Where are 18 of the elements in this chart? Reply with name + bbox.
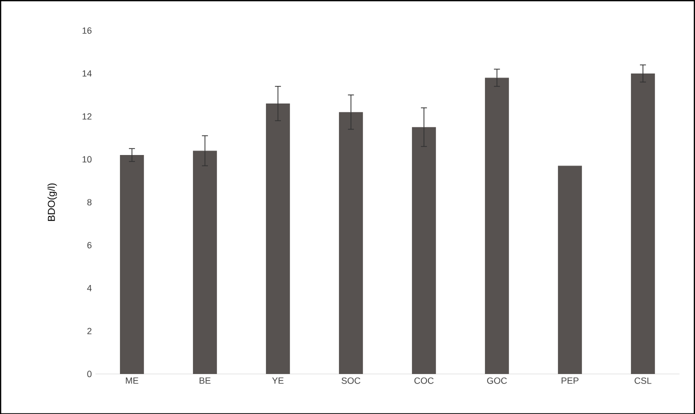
y-tick-label: 0 bbox=[87, 370, 92, 377]
y-tick-label: 12 bbox=[82, 113, 92, 120]
y-tick-label: 2 bbox=[87, 328, 92, 334]
x-tick-label: ME bbox=[126, 377, 138, 384]
y-axis-title: BDO(g/l) bbox=[48, 183, 57, 221]
x-tick-label: GOC bbox=[487, 377, 507, 384]
x-tick-label: YE bbox=[272, 377, 284, 384]
x-tick-label: PEP bbox=[562, 377, 578, 384]
y-tick-label: 8 bbox=[87, 198, 92, 206]
y-tick-label: 10 bbox=[82, 156, 92, 162]
x-tick-label: COC bbox=[414, 377, 434, 384]
x-tick-label: BE bbox=[200, 377, 211, 384]
y-tick-label: 4 bbox=[87, 284, 92, 291]
y-tick-label: 16 bbox=[82, 27, 92, 34]
x-tick-label: SOC bbox=[342, 377, 360, 384]
y-tick-label: 6 bbox=[87, 242, 92, 248]
x-tick-label: CSL bbox=[634, 377, 652, 384]
y-tick-label: 14 bbox=[82, 70, 92, 76]
